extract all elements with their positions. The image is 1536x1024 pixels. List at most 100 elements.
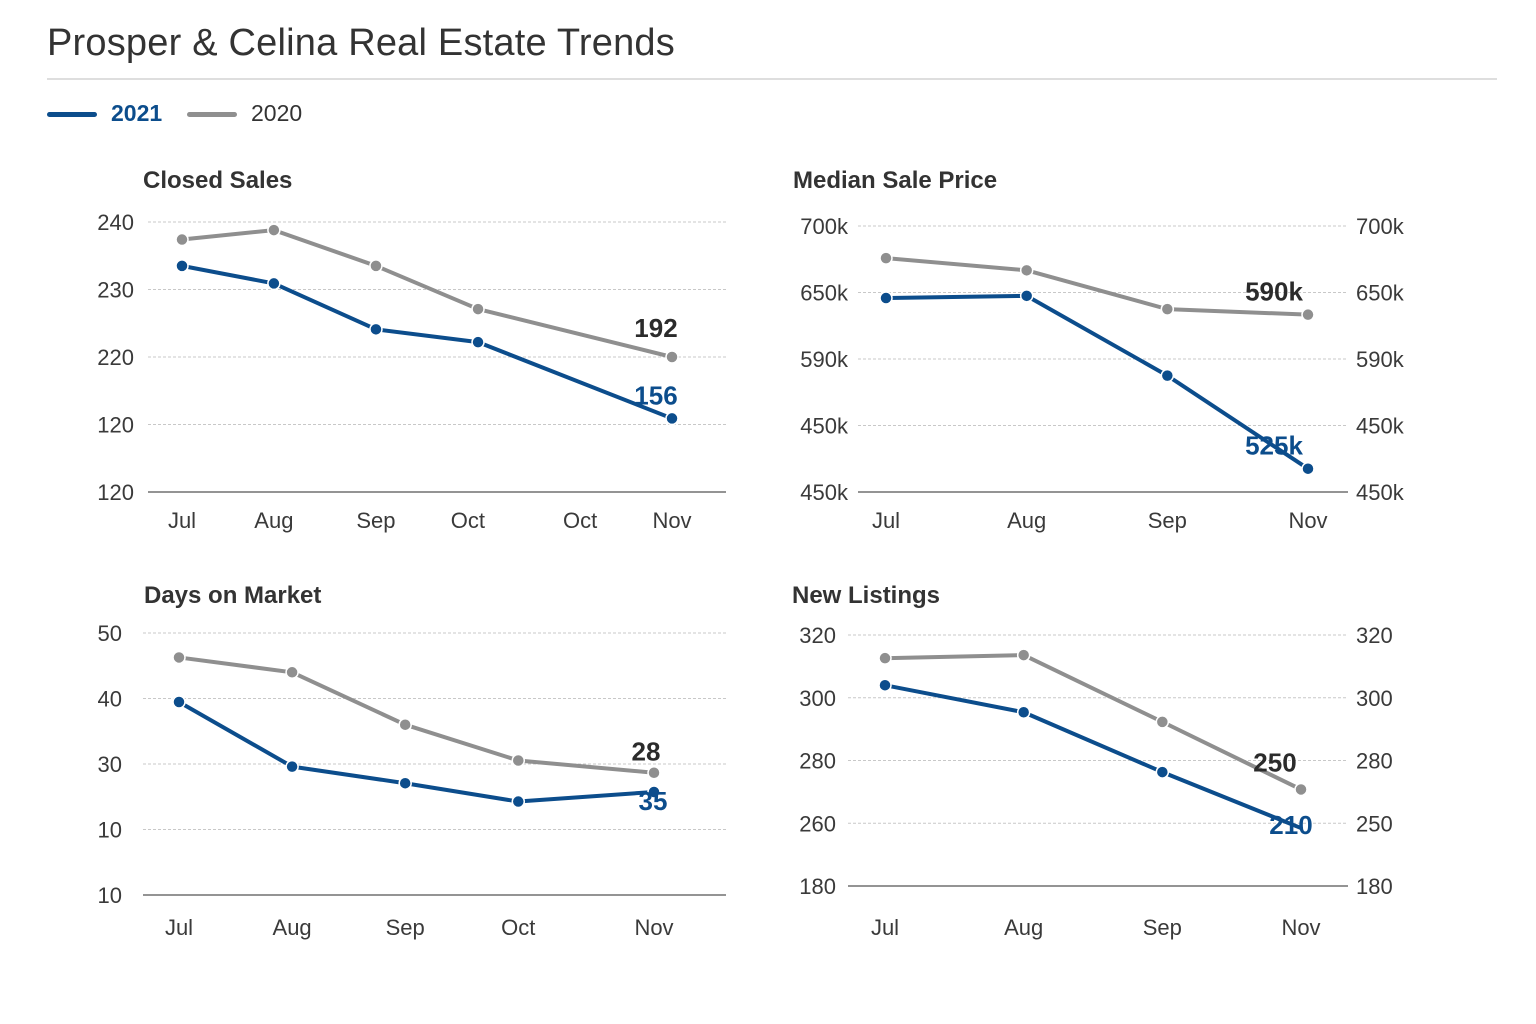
y-tick-label: 320 (799, 623, 836, 648)
y-tick-label: 120 (97, 480, 134, 505)
chart-svg: New Listings 320 320 300 300 280 280 260 250 180 1… (792, 582, 1393, 940)
chart-svg: Median Sale Price 700k 700k 650k 650k 590k 590… (793, 167, 1405, 533)
legend-label-2021: 2021 (111, 100, 163, 126)
data-point-2020 (1294, 782, 1308, 797)
x-tick-label: Sep (1143, 915, 1182, 940)
y-tick-label: 180 (799, 874, 836, 899)
y-tick-label-right: 250 (1356, 811, 1393, 836)
y-tick-label: 300 (799, 686, 836, 711)
x-tick-label: Nov (652, 508, 691, 533)
y-tick-label-right: 650k (1356, 281, 1405, 306)
chart-title: Median Sale Price (793, 167, 997, 194)
y-tick-label-right: 180 (1356, 874, 1393, 899)
series-line-2021 (883, 683, 1303, 831)
y-tick-label-right: 320 (1356, 623, 1393, 648)
data-point-2020 (398, 717, 412, 732)
y-tick-label-right: 590k (1356, 347, 1405, 372)
data-point-2021 (647, 785, 661, 799)
data-point-2021 (511, 794, 526, 809)
series-line-2020 (177, 655, 656, 775)
days-on-market-chart: Days on Market 50 40 30 10 10 Jul Aug Sep Oct Nov 2… (40, 565, 760, 965)
chart-title: Closed Sales (143, 167, 292, 194)
y-tick-label-right: 450k (1356, 414, 1405, 439)
data-point-2021 (285, 759, 299, 774)
x-tick-label: Jul (872, 508, 900, 533)
end-value-label-2021: 210 (1269, 810, 1312, 840)
x-tick-label: Sep (356, 508, 395, 533)
data-point-2020 (1155, 715, 1170, 729)
y-tick-label-right: 700k (1356, 214, 1405, 239)
y-tick-label-right: 280 (1356, 749, 1393, 774)
y-tick-label: 220 (97, 345, 134, 370)
legend-swatch-2020 (187, 112, 237, 117)
y-tick-label: 590k (800, 347, 849, 372)
data-point-2021 (172, 695, 186, 709)
data-point-2021 (1160, 368, 1175, 383)
data-point-2021 (267, 276, 281, 291)
end-value-label-2021: 525k (1245, 431, 1303, 461)
y-tick-label: 450k (800, 480, 849, 505)
end-value-label-2020: 590k (1245, 277, 1303, 307)
y-tick-label: 700k (800, 214, 849, 239)
data-point-2020 (1301, 307, 1315, 322)
x-tick-label: Aug (254, 508, 293, 533)
data-point-2020 (369, 259, 383, 273)
data-point-2020 (471, 302, 485, 316)
legend-item-2020: 2020 (187, 98, 317, 130)
chart-svg: Closed Sales 240 230 220 120 120 Jul Aug Sep Oct O… (97, 167, 726, 533)
y-tick-label: 120 (97, 413, 134, 438)
data-point-2021 (665, 411, 679, 426)
x-tick-label: Nov (1281, 915, 1320, 940)
data-point-2020 (175, 232, 189, 247)
legend-item-2021: 2021 (47, 98, 177, 130)
page-title: Prosper & Celina Real Estate Trends (47, 22, 675, 64)
y-tick-label: 40 (98, 687, 122, 712)
x-tick-label: Jul (871, 915, 899, 940)
y-tick-label-right: 300 (1356, 686, 1393, 711)
data-point-2021 (1301, 461, 1315, 476)
title-divider (47, 78, 1497, 80)
chart-title: New Listings (792, 582, 940, 609)
y-tick-label: 10 (98, 883, 122, 908)
x-tick-label: Sep (1148, 508, 1187, 533)
median-sale-price-chart: Median Sale Price 700k 700k 650k 650k 590k 590… (770, 150, 1470, 550)
end-value-label-2020: 28 (632, 737, 661, 767)
chart-title: Days on Market (144, 582, 321, 609)
y-tick-label: 10 (98, 818, 122, 843)
data-point-2020 (172, 650, 186, 665)
data-point-2020 (1019, 263, 1034, 278)
chart-svg: Days on Market 50 40 30 10 10 Jul Aug Sep Oct Nov 2… (98, 582, 726, 940)
y-tick-label: 260 (799, 811, 836, 836)
x-tick-label: Oct (451, 508, 485, 533)
y-tick-label: 50 (98, 621, 122, 646)
x-tick-label: Nov (1288, 508, 1327, 533)
end-value-label-2021: 35 (639, 786, 668, 816)
y-tick-label: 650k (800, 281, 849, 306)
series-line-2020 (180, 228, 674, 359)
x-tick-label: Jul (165, 915, 193, 940)
closed-sales-chart: Closed Sales 240 230 220 120 120 Jul Aug Sep Oct O… (40, 150, 760, 550)
data-point-2020 (665, 350, 679, 364)
y-tick-label: 230 (97, 278, 134, 303)
data-point-2020 (1016, 648, 1031, 662)
x-tick-label: Oct (563, 508, 597, 533)
end-value-label-2020: 192 (634, 313, 677, 343)
data-point-2020 (267, 223, 281, 237)
series-line-2020 (884, 256, 1310, 317)
data-point-2021 (398, 776, 412, 790)
new-listings-chart: New Listings 320 320 300 300 280 280 260 250 180 1… (770, 565, 1470, 965)
series-line-2020 (883, 653, 1303, 792)
y-tick-label: 240 (97, 210, 134, 235)
y-tick-label: 450k (800, 414, 849, 439)
series-line-2021 (177, 699, 656, 804)
legend-label-2020: 2020 (251, 100, 303, 126)
data-point-2020 (647, 765, 661, 780)
x-tick-label: Sep (386, 915, 425, 940)
data-point-2021 (1016, 705, 1031, 719)
y-tick-label: 30 (98, 752, 122, 777)
series-line-2021 (884, 293, 1310, 471)
data-point-2020 (879, 251, 893, 265)
data-point-2021 (1155, 765, 1170, 779)
x-tick-label: Jul (168, 508, 196, 533)
end-value-label-2021: 156 (634, 380, 677, 410)
